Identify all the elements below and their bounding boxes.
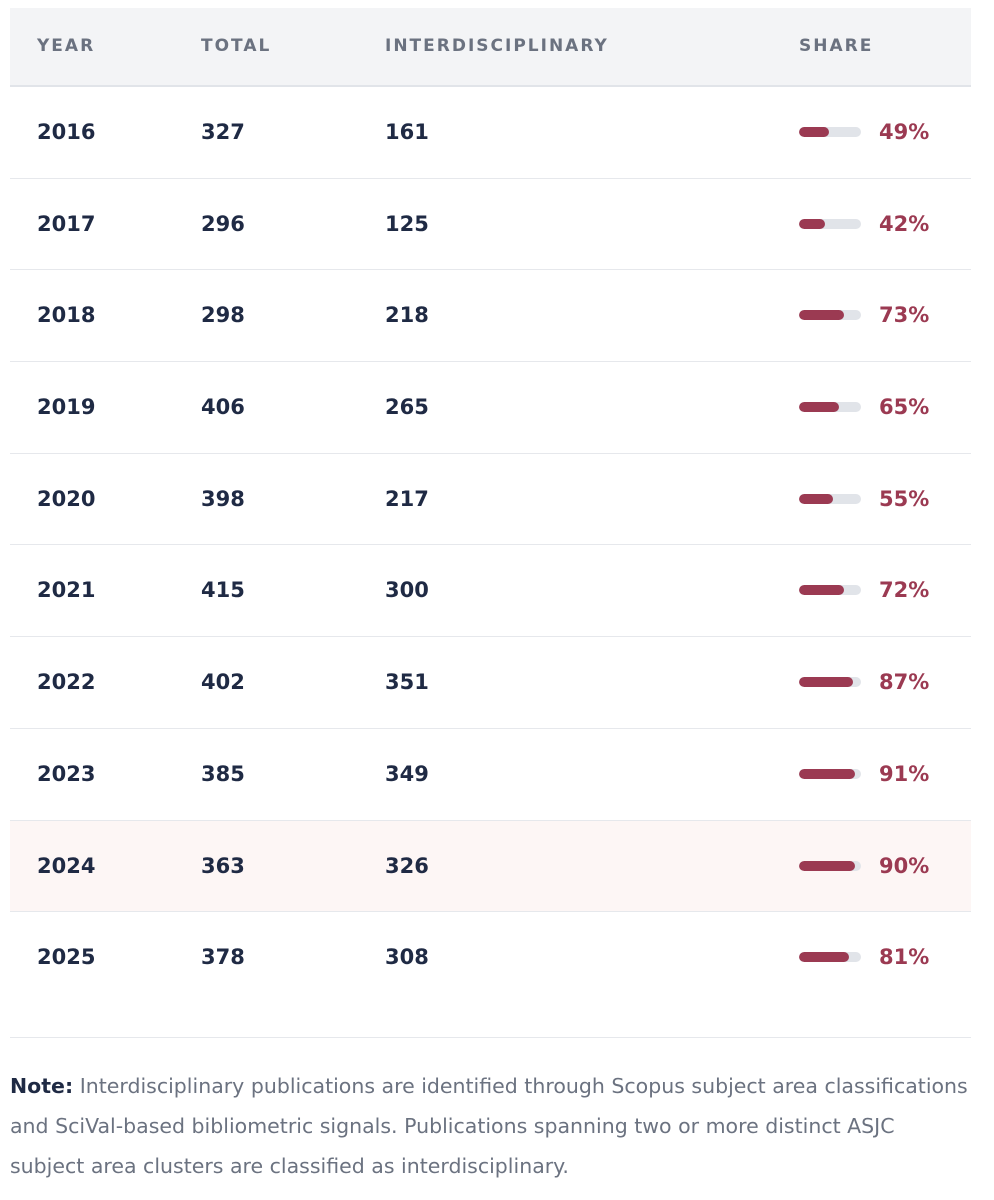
year-cell: 2024 — [37, 853, 96, 878]
share-bar — [799, 493, 834, 504]
column-header: INTERDISCIPLINARY — [385, 36, 609, 56]
interdisciplinary-cell: 265 — [385, 395, 429, 420]
share-label: 49% — [879, 120, 930, 144]
note: Note: Interdisciplinary publications are… — [10, 1066, 975, 1186]
share-track — [799, 310, 861, 321]
total-cell: 296 — [201, 211, 245, 236]
share-bar — [799, 860, 855, 871]
column-header: TOTAL — [201, 36, 272, 56]
share-track — [799, 493, 861, 504]
table-row: 2023 385 349 91% — [10, 729, 971, 821]
share-label: 55% — [879, 486, 930, 511]
table-row: 2022 402 351 87% — [10, 637, 971, 729]
share-bar — [799, 677, 853, 688]
table-row: 2019 406 265 65% — [10, 362, 971, 454]
total-cell: 363 — [201, 853, 245, 878]
year-cell: 2023 — [37, 761, 96, 786]
table-header: YEAR TOTAL INTERDISCIPLINARY SHARE — [10, 8, 971, 87]
share-bar — [799, 952, 850, 963]
total-cell: 415 — [201, 578, 245, 603]
note-text: Interdisciplinary publications are ident… — [10, 1074, 968, 1178]
share-label: 81% — [879, 945, 930, 970]
interdisciplinary-cell: 308 — [385, 945, 429, 970]
share-bar — [799, 218, 826, 229]
table-row: 2016 327 161 49% — [10, 87, 971, 179]
total-cell: 406 — [201, 395, 245, 420]
table: YEAR TOTAL INTERDISCIPLINARY SHARE 2016 327 1… — [10, 8, 971, 1003]
table-row: 2018 298 218 73% — [10, 270, 971, 363]
year-cell: 2022 — [37, 670, 96, 695]
total-cell: 378 — [201, 945, 245, 970]
share-label: 90% — [879, 853, 930, 878]
year-cell: 2021 — [37, 578, 96, 603]
share-label: 87% — [879, 670, 930, 695]
share-track — [799, 768, 861, 779]
share-bar — [799, 310, 845, 321]
share-bar — [799, 402, 840, 413]
total-cell: 385 — [201, 761, 245, 786]
interdisciplinary-cell: 161 — [385, 120, 429, 144]
column-header: SHARE — [799, 36, 874, 56]
table-row: 2021 415 300 72% — [10, 545, 971, 638]
share-label: 73% — [879, 303, 930, 328]
year-cell: 2020 — [37, 486, 96, 511]
share-track — [799, 860, 861, 871]
share-label: 65% — [879, 395, 930, 420]
interdisciplinary-cell: 351 — [385, 670, 429, 695]
note-label: Note: — [10, 1074, 74, 1098]
share-bar — [799, 127, 830, 137]
year-cell: 2018 — [37, 303, 96, 328]
total-cell: 298 — [201, 303, 245, 328]
interdisciplinary-cell: 326 — [385, 853, 429, 878]
share-track — [799, 585, 861, 596]
year-cell: 2025 — [37, 945, 96, 970]
share-bar — [799, 585, 844, 596]
share-label: 91% — [879, 761, 930, 786]
share-bar — [799, 768, 856, 779]
interdisciplinary-cell: 349 — [385, 761, 429, 786]
year-cell: 2017 — [37, 211, 96, 236]
table-row: 2024 363 326 90% — [10, 820, 971, 913]
column-header: YEAR — [37, 36, 96, 56]
table-row: 2025 378 308 81% — [10, 912, 971, 1003]
total-cell: 402 — [201, 670, 245, 695]
interdisciplinary-cell: 125 — [385, 211, 429, 236]
table-row: 2017 296 125 42% — [10, 179, 971, 271]
year-cell: 2019 — [37, 395, 96, 420]
total-cell: 327 — [201, 120, 245, 144]
share-label: 72% — [879, 578, 930, 603]
share-track — [799, 218, 861, 229]
share-track — [799, 952, 861, 963]
total-cell: 398 — [201, 486, 245, 511]
table-row: 2020 398 217 55% — [10, 454, 971, 546]
share-label: 42% — [879, 211, 930, 236]
interdisciplinary-cell: 217 — [385, 486, 429, 511]
share-track — [799, 127, 861, 137]
divider — [10, 1037, 971, 1038]
share-track — [799, 677, 861, 688]
share-track — [799, 402, 861, 413]
year-cell: 2016 — [37, 120, 96, 144]
interdisciplinary-cell: 218 — [385, 303, 429, 328]
interdisciplinary-cell: 300 — [385, 578, 429, 603]
table-body: 2016 327 161 49% 2017 296 125 42% 2018 298 218 73% 2… — [10, 87, 971, 1003]
